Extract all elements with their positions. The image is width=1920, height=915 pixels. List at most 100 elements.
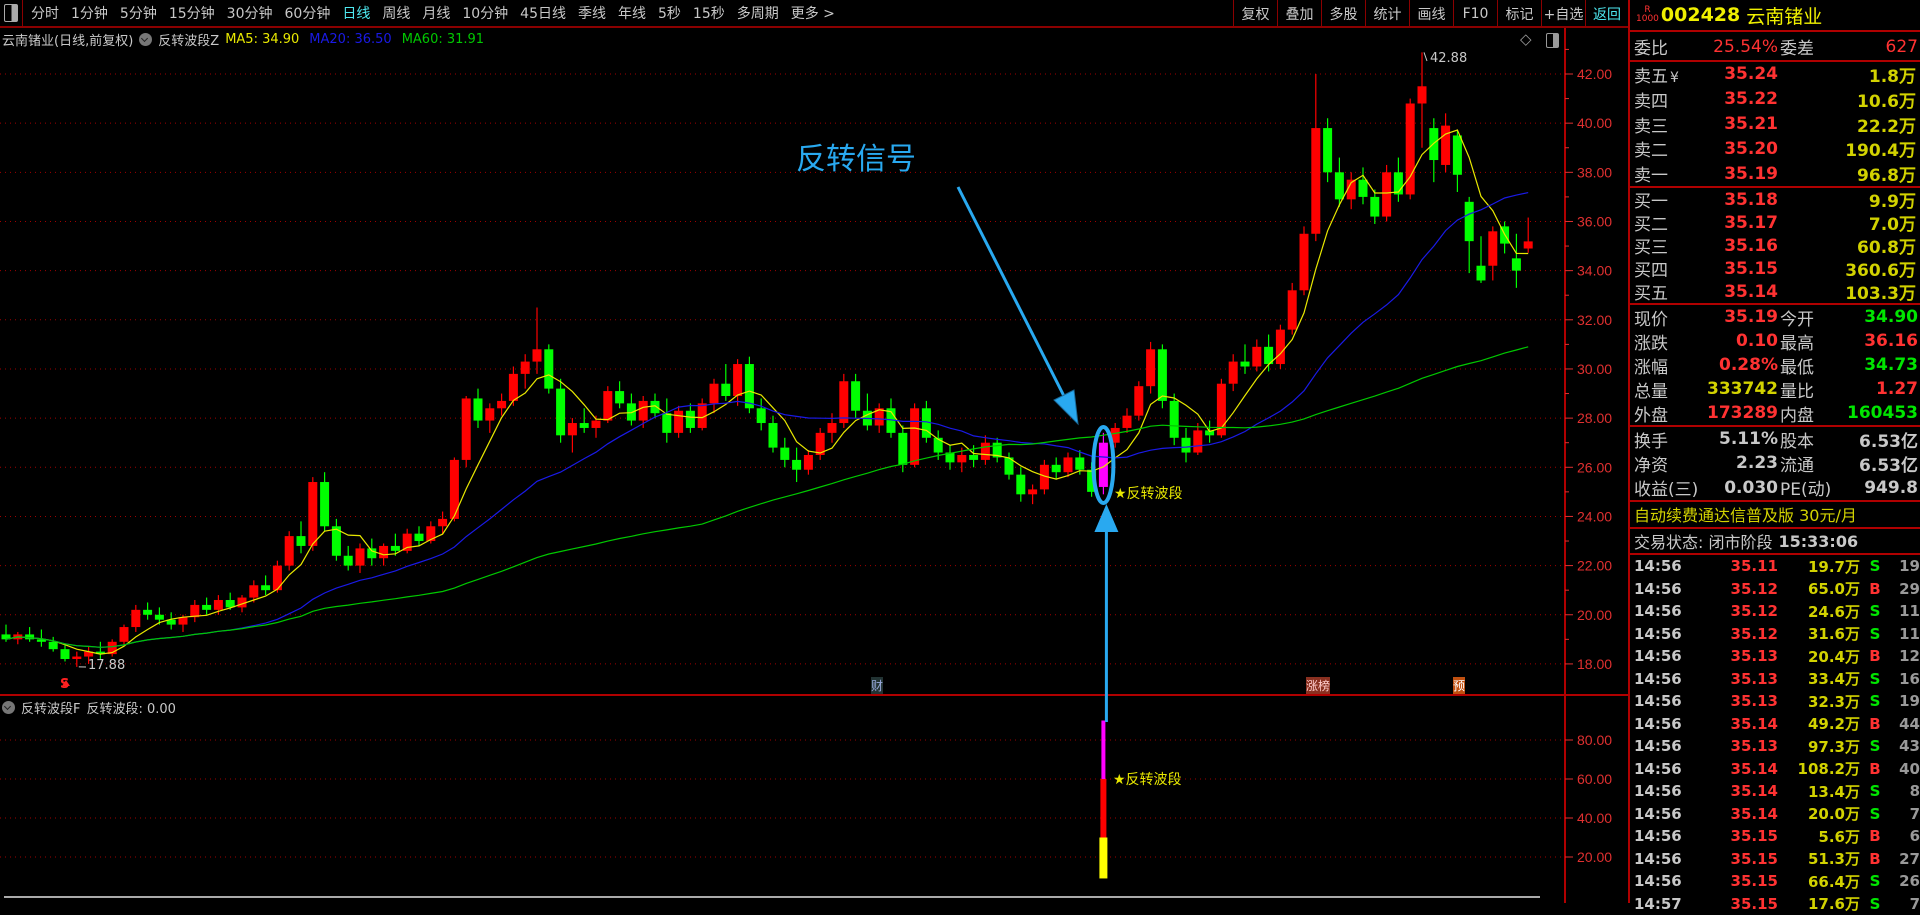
period-tab[interactable]: 月线 [422, 3, 450, 23]
tick-side: B [1860, 827, 1890, 845]
bid-price: 35.16 [1690, 236, 1778, 256]
marker-limit-up[interactable]: 涨榜 [1306, 677, 1330, 694]
level-label: 卖一 [1634, 166, 1668, 186]
candle-body [592, 421, 601, 428]
candle-body [344, 556, 353, 566]
tick-count: 11 [1890, 625, 1920, 643]
stat-value: 6.53亿 [1842, 427, 1918, 452]
toolbar-button[interactable]: 返回 [1585, 0, 1629, 28]
period-tab[interactable]: 5分钟 [120, 3, 157, 23]
period-tab[interactable]: 30分钟 [227, 3, 273, 23]
price-tick-label: 28.00 [1577, 410, 1612, 426]
toolbar-button[interactable]: 标记 [1497, 0, 1541, 28]
indicator-dropdown-icon[interactable] [139, 33, 152, 46]
candle-body [710, 384, 719, 404]
toolbar-button[interactable]: 画线 [1409, 0, 1453, 28]
bid-volume: 60.8万 [1778, 233, 1916, 258]
period-tab[interactable]: 周线 [382, 3, 410, 23]
candle-body [839, 381, 848, 423]
candle-body [1335, 172, 1344, 199]
ask-price: 35.21 [1690, 114, 1778, 134]
period-tab[interactable]: 5秒 [658, 3, 681, 23]
toolbar-button[interactable]: F10 [1453, 0, 1497, 28]
period-tab[interactable]: 年线 [618, 3, 646, 23]
candle-body [25, 634, 34, 639]
bid-price: 35.18 [1690, 190, 1778, 210]
candle-body [627, 403, 636, 420]
lower-indicator-name[interactable]: 反转波段F [21, 698, 80, 717]
period-tab[interactable]: 季线 [578, 3, 606, 23]
candle-body [1028, 489, 1037, 494]
stat-value: 2.23 [1690, 453, 1778, 473]
level-label: 买三 [1630, 233, 1690, 258]
toolbar-button[interactable]: +自选 [1541, 0, 1585, 28]
price-tick-label: 18.00 [1577, 656, 1612, 672]
toolbar-button[interactable]: 叠加 [1277, 0, 1321, 28]
candle-body [686, 411, 695, 428]
tick-count: 7 [1890, 895, 1920, 913]
stat-value: 0.030 [1690, 478, 1778, 498]
candle-body [1016, 475, 1025, 495]
ask-volume: 1.8万 [1778, 62, 1916, 87]
candle-body [651, 401, 660, 413]
marker-s[interactable]: S [60, 677, 69, 692]
window-toggle-icon[interactable] [1546, 33, 1559, 48]
toolbar-button[interactable]: 复权 [1233, 0, 1277, 28]
lower-indicator-line: 反转波段F 反转波段: 0.00 [2, 698, 176, 717]
candle-body [969, 455, 978, 460]
candle-body [1252, 347, 1261, 367]
tick-volume: 65.0万 [1778, 578, 1860, 599]
ask-volume: 22.2万 [1778, 112, 1916, 137]
ad-banner[interactable]: 自动续费通达信普及版 30元/月 [1630, 502, 1920, 526]
candle-body [1323, 128, 1332, 172]
quote-panel: R 1000 002428 云南锗业 委比 25.54% 委差 627 卖五¥3… [1628, 0, 1920, 903]
toolbar-button[interactable]: 多股 [1321, 0, 1365, 28]
period-tab[interactable]: 60分钟 [285, 3, 331, 23]
period-tab[interactable]: 45日线 [520, 3, 566, 23]
period-tab[interactable]: 日线 [342, 3, 370, 23]
ask-price: 35.24 [1690, 64, 1778, 84]
stat-value: 333742 [1690, 379, 1778, 399]
tick-price: 35.12 [1694, 580, 1778, 598]
tick-side: B [1860, 647, 1890, 665]
period-tab[interactable]: 分时 [31, 3, 59, 23]
panel-toggle-icon[interactable] [4, 4, 18, 22]
price-tick-label: 30.00 [1577, 361, 1612, 377]
toolbar-button[interactable]: 统计 [1365, 0, 1409, 28]
tick-side: B [1860, 760, 1890, 778]
marker-finance[interactable]: 财 [871, 677, 883, 694]
tick-count: 6 [1890, 827, 1920, 845]
candle-body [910, 408, 919, 465]
tick-side: S [1860, 737, 1890, 755]
arrow-line [958, 187, 1068, 404]
marker-forecast[interactable]: 预 [1453, 677, 1465, 694]
period-tab[interactable]: 1分钟 [71, 3, 108, 23]
arrow-head-icon [1094, 504, 1118, 532]
stat-label: 收益(三) [1630, 475, 1690, 500]
candle-body [934, 438, 943, 453]
indicator-dropdown-icon[interactable] [2, 701, 15, 714]
divider [1630, 186, 1920, 188]
diamond-icon[interactable]: ◇ [1520, 30, 1532, 48]
period-tab[interactable]: 多周期 [737, 3, 779, 23]
candle-body [367, 548, 376, 558]
candle-body [1477, 266, 1486, 281]
stat-label: 净资 [1630, 451, 1690, 476]
period-tab[interactable]: 更多 > [791, 3, 835, 23]
candle-body [1453, 135, 1462, 174]
period-tab[interactable]: 15秒 [693, 3, 725, 23]
period-tab[interactable]: 10分钟 [462, 3, 508, 23]
period-tab[interactable]: 15分钟 [169, 3, 215, 23]
tick-price: 35.14 [1694, 760, 1778, 778]
indicator-name[interactable]: 反转波段Z [158, 30, 219, 49]
stat-value: 6.53亿 [1842, 451, 1918, 476]
tick-count: 26 [1890, 872, 1920, 890]
